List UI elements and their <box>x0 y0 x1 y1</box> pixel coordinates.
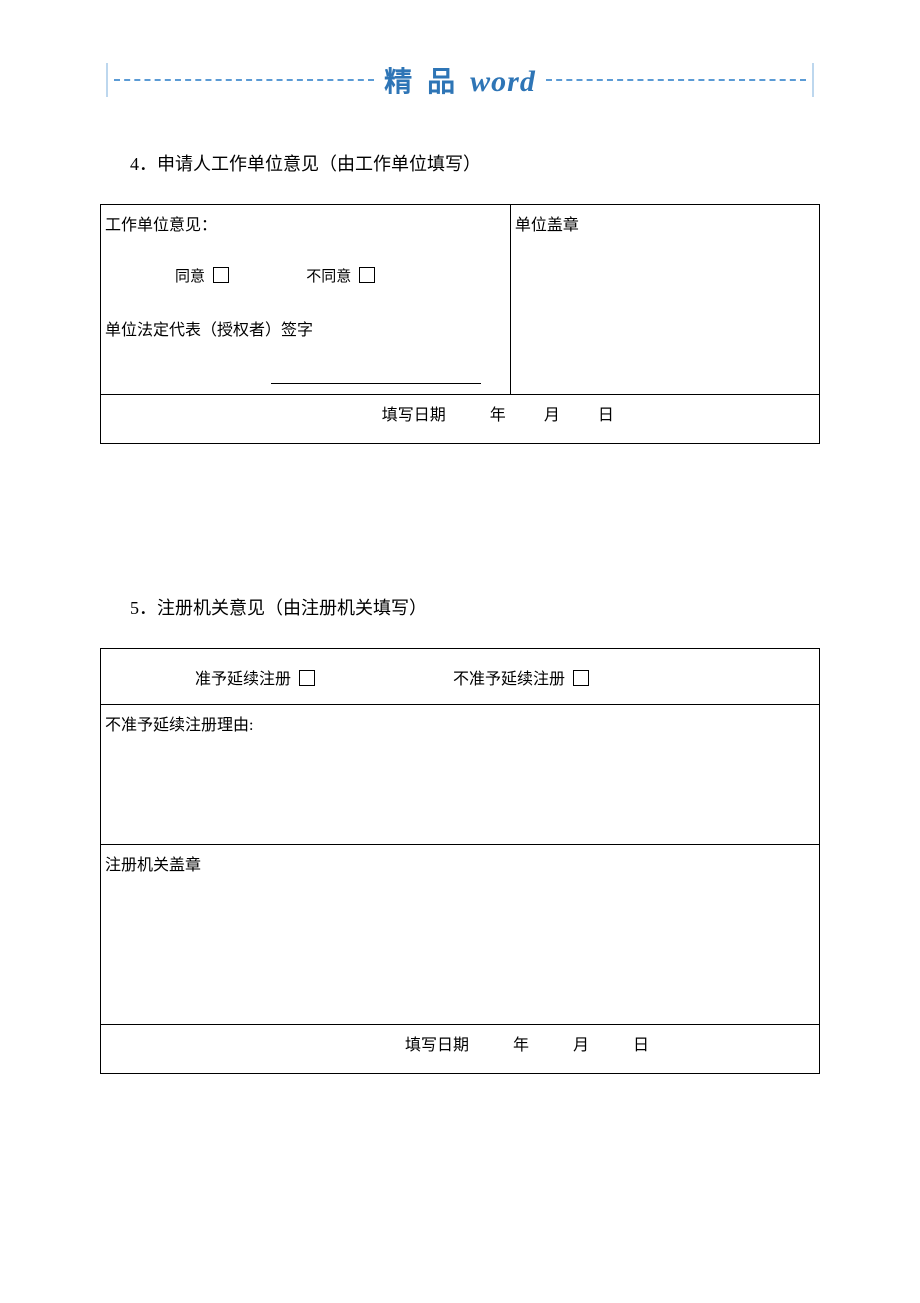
day-label: 日 <box>598 407 616 424</box>
section5-seal-label: 注册机关盖章 <box>105 857 201 874</box>
approve-label: 准予延续注册 <box>195 671 291 688</box>
signature-label: 单位法定代表（授权者）签字 <box>105 316 506 340</box>
disagree-label: 不同意 <box>306 269 351 285</box>
header-right-bar <box>812 63 814 97</box>
disagree-checkbox[interactable] <box>359 267 375 283</box>
year-label: 年 <box>490 407 508 424</box>
month-label-5: 月 <box>573 1037 589 1054</box>
section4-table: 工作单位意见： 同意 不同意 单位法定代表（授权者）签字 单位盖章 填写日期 <box>100 204 820 444</box>
agree-checkbox[interactable] <box>213 267 229 283</box>
section4-date-label: 填写日期 <box>105 401 456 425</box>
section5-date-label: 填写日期 <box>405 1037 469 1054</box>
section4-title: 4．申请人工作单位意见（由工作单位填写） <box>130 150 820 176</box>
page-root: 精 品 word 4．申请人工作单位意见（由工作单位填写） 工作单位意见： 同意… <box>0 0 920 1114</box>
section5-date-row: 填写日期 年 月 日 <box>105 1037 649 1054</box>
section4-date-fields: 年 月 日 <box>460 407 616 424</box>
agree-label: 同意 <box>175 269 205 285</box>
section4-opinion-label: 工作单位意见： <box>105 211 506 235</box>
signature-line[interactable] <box>271 383 481 384</box>
section5-table: 准予延续注册 不准予延续注册 不准予延续注册理由: 注册机关盖章 填写日期 <box>100 648 820 1074</box>
header-dash-left <box>114 79 374 81</box>
section4-seal-label: 单位盖章 <box>515 217 579 234</box>
approve-checkbox[interactable] <box>299 670 315 686</box>
section5-seal-cell: 注册机关盖章 <box>101 845 820 1025</box>
month-label: 月 <box>544 407 562 424</box>
section4-date-cell: 填写日期 年 月 日 <box>101 395 820 444</box>
section4-checkbox-row: 同意 不同意 <box>175 265 506 286</box>
section5-title: 5．注册机关意见（由注册机关填写） <box>130 594 820 620</box>
page-header: 精 品 word <box>100 60 820 100</box>
header-brand-en: word <box>470 65 536 98</box>
disapprove-checkbox[interactable] <box>573 670 589 686</box>
header-brand: 精 品 word <box>374 60 546 100</box>
year-label-5: 年 <box>513 1037 529 1054</box>
header-dash-right <box>546 79 806 81</box>
header-brand-cn: 精 品 <box>384 67 459 98</box>
section5-reason-cell: 不准予延续注册理由: <box>101 705 820 845</box>
header-left-bar <box>106 63 108 97</box>
disapprove-label: 不准予延续注册 <box>453 671 565 688</box>
section5-check-cell: 准予延续注册 不准予延续注册 <box>101 649 820 705</box>
section4-seal-cell: 单位盖章 <box>510 205 819 395</box>
section5-reason-label: 不准予延续注册理由: <box>105 717 253 734</box>
section4-opinion-cell: 工作单位意见： 同意 不同意 单位法定代表（授权者）签字 <box>101 205 511 395</box>
section5-date-cell: 填写日期 年 月 日 <box>101 1025 820 1074</box>
day-label-5: 日 <box>633 1037 649 1054</box>
